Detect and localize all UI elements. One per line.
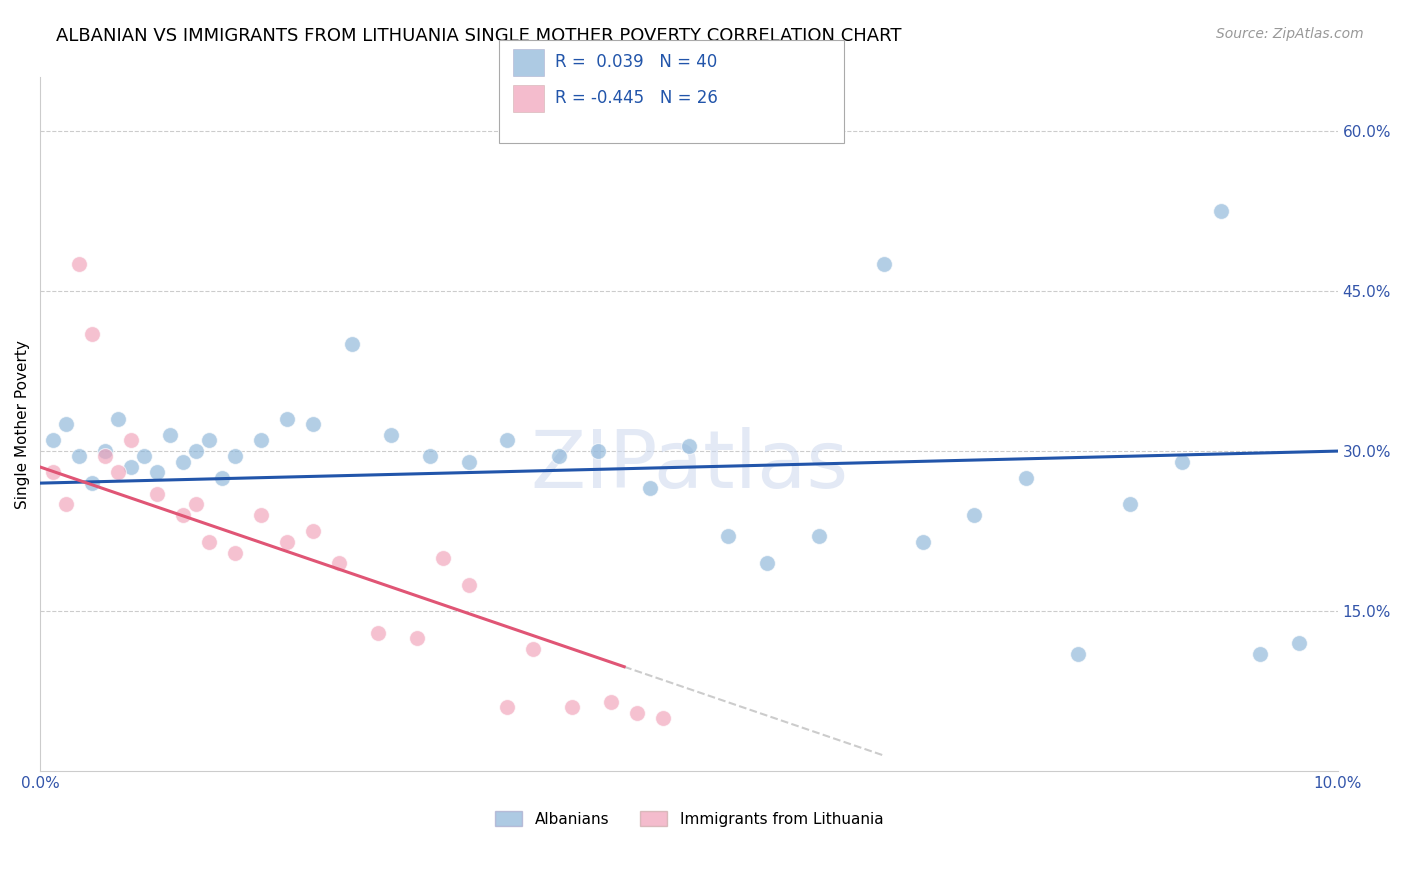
Point xyxy=(276,534,298,549)
Point xyxy=(301,524,323,538)
Point xyxy=(198,434,221,448)
Point xyxy=(963,508,986,523)
Point xyxy=(419,450,441,464)
Point xyxy=(380,428,402,442)
Point xyxy=(82,326,104,341)
Point xyxy=(496,434,519,448)
Point xyxy=(1249,647,1271,661)
Text: ALBANIAN VS IMMIGRANTS FROM LITHUANIA SINGLE MOTHER POVERTY CORRELATION CHART: ALBANIAN VS IMMIGRANTS FROM LITHUANIA SI… xyxy=(56,27,901,45)
Point xyxy=(367,625,389,640)
Point xyxy=(184,498,207,512)
Point xyxy=(146,487,169,501)
Point xyxy=(184,444,207,458)
Point xyxy=(638,482,661,496)
Point xyxy=(94,444,117,458)
Point xyxy=(67,450,90,464)
Point xyxy=(224,545,246,559)
Point xyxy=(172,455,194,469)
Point xyxy=(755,556,778,570)
Point xyxy=(107,412,129,426)
Point xyxy=(1015,471,1038,485)
Point xyxy=(652,711,675,725)
Point xyxy=(42,434,65,448)
Point xyxy=(120,434,142,448)
Text: R = -0.445   N = 26: R = -0.445 N = 26 xyxy=(555,89,718,107)
Point xyxy=(586,444,609,458)
Text: R =  0.039   N = 40: R = 0.039 N = 40 xyxy=(555,54,717,71)
Point xyxy=(146,466,169,480)
Point xyxy=(328,556,350,570)
Point xyxy=(678,439,700,453)
Point xyxy=(55,498,77,512)
Point xyxy=(120,460,142,475)
Point xyxy=(67,257,90,271)
Point xyxy=(600,695,623,709)
Point xyxy=(1119,498,1142,512)
Point xyxy=(159,428,181,442)
Point xyxy=(340,337,363,351)
Point xyxy=(94,450,117,464)
Point xyxy=(250,434,273,448)
Point xyxy=(457,455,479,469)
Point xyxy=(55,417,77,432)
Point xyxy=(548,450,571,464)
Point xyxy=(134,450,156,464)
Text: Source: ZipAtlas.com: Source: ZipAtlas.com xyxy=(1216,27,1364,41)
Point xyxy=(717,529,740,543)
Point xyxy=(198,534,221,549)
Point xyxy=(872,257,894,271)
Point xyxy=(42,466,65,480)
Point xyxy=(561,700,583,714)
Point xyxy=(276,412,298,426)
Point xyxy=(1171,455,1194,469)
Point xyxy=(1209,203,1232,218)
Point xyxy=(457,577,479,591)
Point xyxy=(224,450,246,464)
Point xyxy=(211,471,233,485)
Point xyxy=(1288,636,1310,650)
Point xyxy=(82,476,104,491)
Point xyxy=(1067,647,1090,661)
Point xyxy=(432,550,454,565)
Point xyxy=(107,466,129,480)
Text: ZIPatlas: ZIPatlas xyxy=(530,427,848,505)
Point xyxy=(522,641,544,656)
Point xyxy=(807,529,830,543)
Point xyxy=(626,706,648,720)
Point xyxy=(496,700,519,714)
Y-axis label: Single Mother Poverty: Single Mother Poverty xyxy=(15,340,30,508)
Point xyxy=(172,508,194,523)
Legend: Albanians, Immigrants from Lithuania: Albanians, Immigrants from Lithuania xyxy=(489,805,889,833)
Point xyxy=(405,631,427,645)
Point xyxy=(301,417,323,432)
Point xyxy=(250,508,273,523)
Point xyxy=(911,534,934,549)
